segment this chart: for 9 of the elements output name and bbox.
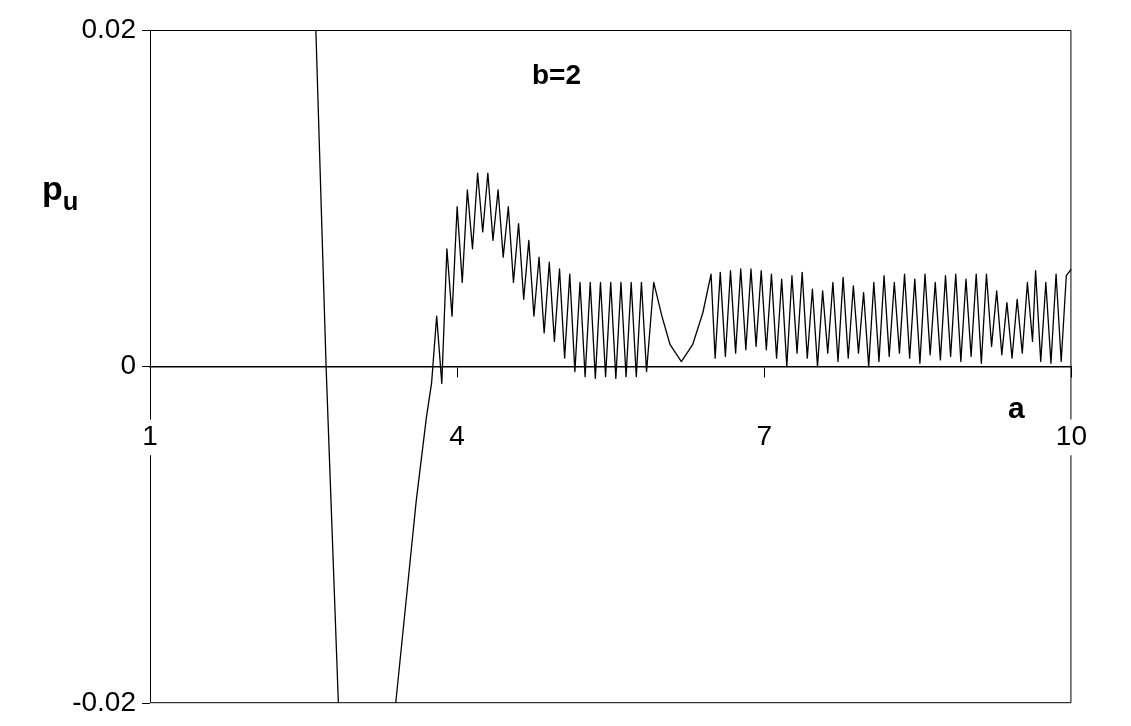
y-tick-label: 0.02: [81, 12, 136, 44]
y-tick-label: -0.02: [72, 685, 136, 717]
y-tick-label: 0: [120, 349, 136, 381]
x-tick-label: 7: [756, 420, 773, 452]
x-tick-label: 1: [142, 420, 158, 452]
x-tick-label: 10: [1055, 420, 1088, 452]
x-tick-label: 4: [449, 420, 465, 452]
x-axis-title: a: [1008, 391, 1025, 424]
text: b=2: [532, 59, 582, 90]
